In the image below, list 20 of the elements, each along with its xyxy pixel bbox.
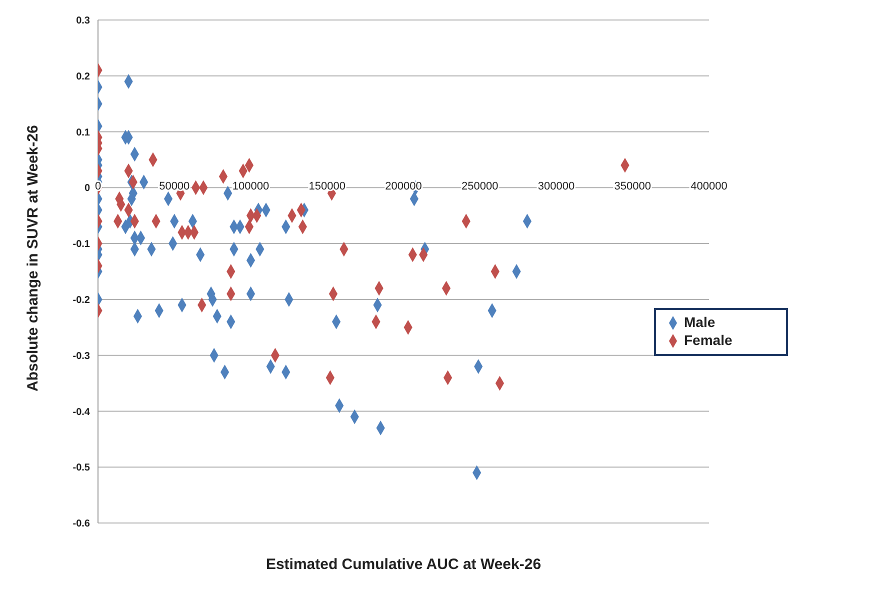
x-tick-label: 400000 xyxy=(690,180,728,193)
x-tick-label: 250000 xyxy=(462,180,498,193)
y-tick-label: -0.5 xyxy=(72,462,90,474)
x-tick-label: 150000 xyxy=(308,180,346,193)
y-tick-label: -0.2 xyxy=(72,294,90,306)
x-tick-label: 350000 xyxy=(614,180,651,193)
y-tick-label: -0.3 xyxy=(72,350,90,362)
y-tick-label: -0.6 xyxy=(72,518,90,530)
x-tick-label: 300000 xyxy=(538,180,575,193)
x-tick-label: 50000 xyxy=(159,180,190,193)
y-axis-title: Absolute change in SUVR at Week-26 xyxy=(24,125,42,392)
x-tick-label: 100000 xyxy=(232,180,270,193)
legend-label: Male xyxy=(684,314,716,330)
x-axis-title: Estimated Cumulative AUC at Week-26 xyxy=(266,556,542,573)
y-tick-label: -0.1 xyxy=(72,239,90,250)
legend-label: Female xyxy=(684,332,732,348)
y-tick-label: 0.3 xyxy=(76,16,90,27)
y-tick-label: 0.2 xyxy=(76,71,90,82)
y-tick-label: 0.1 xyxy=(76,127,90,138)
y-tick-label: -0.4 xyxy=(72,406,90,418)
